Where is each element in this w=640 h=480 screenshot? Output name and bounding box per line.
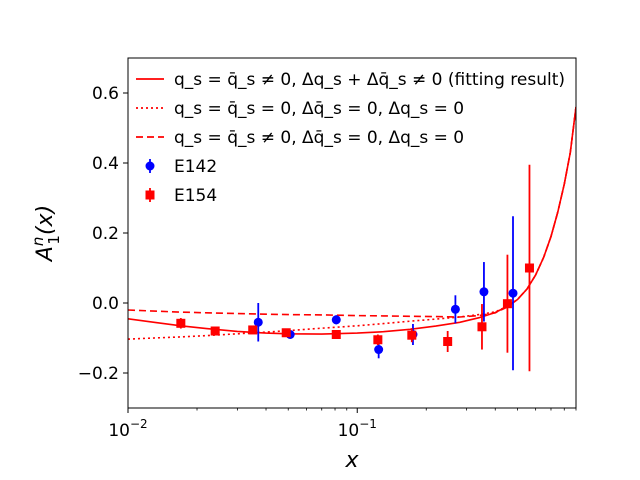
e154-point-2 bbox=[210, 326, 220, 336]
marker-circle bbox=[450, 304, 460, 314]
legend-label: q_s = q̄_s = 0, Δq̄_s = 0, Δq_s = 0 bbox=[174, 99, 464, 119]
marker-square bbox=[407, 330, 417, 340]
legend-marker bbox=[145, 161, 155, 171]
legend-label: q_s = q̄_s ≠ 0, Δq_s + Δq̄_s ≠ 0 (fittin… bbox=[174, 70, 565, 90]
x-axis-ticks: 10−2 10−1 bbox=[108, 408, 577, 441]
marker-circle bbox=[374, 345, 384, 355]
marker-square bbox=[477, 322, 487, 332]
x-tick-label: 10−2 bbox=[108, 417, 147, 441]
e154-point-5 bbox=[331, 330, 341, 339]
y-tick-label: −0.2 bbox=[78, 364, 119, 384]
marker-square bbox=[281, 328, 291, 338]
marker-square bbox=[443, 337, 453, 346]
y-tick-label: 0.4 bbox=[92, 154, 119, 174]
e142-point-7 bbox=[479, 262, 489, 322]
e154-point-8 bbox=[443, 331, 453, 352]
curve-no-polarized-strange bbox=[128, 106, 576, 318]
legend-entry-2: q_s = q̄_s = 0, Δq̄_s = 0, Δq_s = 0 bbox=[136, 99, 464, 119]
marker-square bbox=[248, 325, 258, 335]
marker-circle bbox=[253, 317, 263, 327]
marker-square bbox=[331, 330, 341, 339]
curves-layer bbox=[128, 106, 576, 340]
data-points-layer bbox=[176, 164, 534, 372]
e154-point-11 bbox=[524, 164, 534, 372]
e154-point-4 bbox=[281, 328, 291, 338]
y-tick-label: 0.2 bbox=[92, 224, 119, 244]
legend-entry-5: E154 bbox=[145, 186, 217, 206]
marker-circle bbox=[331, 315, 341, 325]
y-axis-label: An1(x) bbox=[29, 205, 63, 263]
legend-label: E142 bbox=[174, 157, 217, 177]
x-tick-label: 10−1 bbox=[338, 417, 377, 441]
e142-point-8 bbox=[508, 216, 518, 371]
x-axis-label: x bbox=[344, 448, 359, 473]
e154-point-9 bbox=[477, 304, 487, 350]
legend-label: q_s = q̄_s ≠ 0, Δq̄_s = 0, Δq_s = 0 bbox=[174, 128, 464, 148]
legend-marker bbox=[145, 190, 155, 200]
legend-entry-3: q_s = q̄_s ≠ 0, Δq̄_s = 0, Δq_s = 0 bbox=[136, 128, 464, 148]
e154-point-3 bbox=[248, 325, 258, 335]
e142-point-1 bbox=[253, 303, 263, 342]
e154-point-6 bbox=[373, 334, 383, 345]
y-tick-label: 0.6 bbox=[92, 84, 119, 104]
marker-square bbox=[210, 326, 220, 336]
marker-circle bbox=[508, 288, 518, 298]
e154-point-7 bbox=[407, 328, 417, 343]
legend-label: E154 bbox=[174, 186, 217, 206]
e154-point-1 bbox=[176, 318, 186, 329]
y-tick-label: 0.0 bbox=[92, 294, 119, 314]
marker-square bbox=[373, 335, 383, 345]
e154-point-10 bbox=[502, 254, 512, 353]
legend: q_s = q̄_s ≠ 0, Δq_s + Δq̄_s ≠ 0 (fittin… bbox=[136, 70, 565, 206]
marker-square bbox=[502, 299, 512, 309]
e142-point-3 bbox=[331, 315, 341, 325]
marker-circle bbox=[479, 287, 489, 297]
marker-square bbox=[524, 263, 534, 273]
y-axis-ticks: −0.2 0.0 0.2 0.4 0.6 bbox=[78, 84, 128, 384]
e142-point-6 bbox=[450, 295, 460, 324]
legend-entry-4: E142 bbox=[145, 157, 217, 177]
marker-square bbox=[176, 318, 186, 328]
legend-entry-1: q_s = q̄_s ≠ 0, Δq_s + Δq̄_s ≠ 0 (fittin… bbox=[136, 70, 565, 90]
